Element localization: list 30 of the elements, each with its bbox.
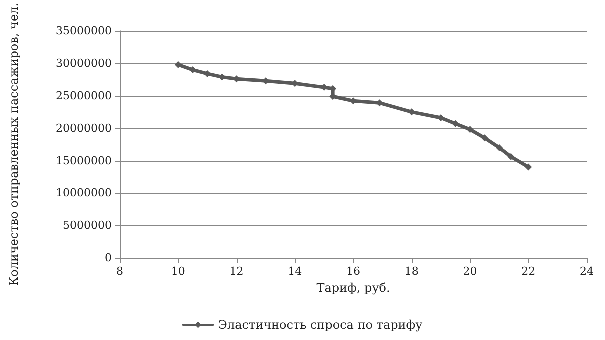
y-tick-label: 35000000 [56, 24, 112, 38]
x-tick-label: 12 [230, 265, 244, 278]
x-tick-label: 20 [463, 265, 478, 278]
point [189, 66, 196, 74]
y-tick-label: 25000000 [56, 89, 112, 102]
x-tick-label: 10 [171, 265, 186, 278]
x-tick-label: 18 [404, 265, 419, 278]
x-tick-label: 16 [346, 265, 360, 278]
point [481, 134, 488, 142]
x-axis-title: Тариф, руб. [316, 281, 390, 295]
legend-label: Эластичность спроса по тарифу [218, 318, 423, 332]
y-tick-label: 30000000 [56, 57, 112, 70]
x-tick-label: 14 [288, 265, 302, 278]
point [496, 144, 503, 152]
x-tick-label: 8 [116, 265, 124, 278]
point [525, 164, 532, 171]
y-tick-label: 5000000 [63, 219, 112, 232]
point [466, 126, 474, 134]
point [438, 114, 445, 122]
y-tick-label: 15000000 [56, 154, 112, 168]
point [408, 108, 416, 116]
y-axis-title: Количество отправленных пассажиров, чел. [7, 2, 21, 286]
y-tick-label: 10000000 [56, 186, 112, 200]
point [508, 153, 515, 160]
point [452, 120, 460, 128]
x-tick-label: 24 [580, 265, 594, 278]
x-tick-label: 22 [522, 265, 536, 278]
y-tick-label: 0 [105, 252, 112, 264]
point [174, 61, 182, 68]
y-tick-label: 20000000 [56, 122, 112, 135]
